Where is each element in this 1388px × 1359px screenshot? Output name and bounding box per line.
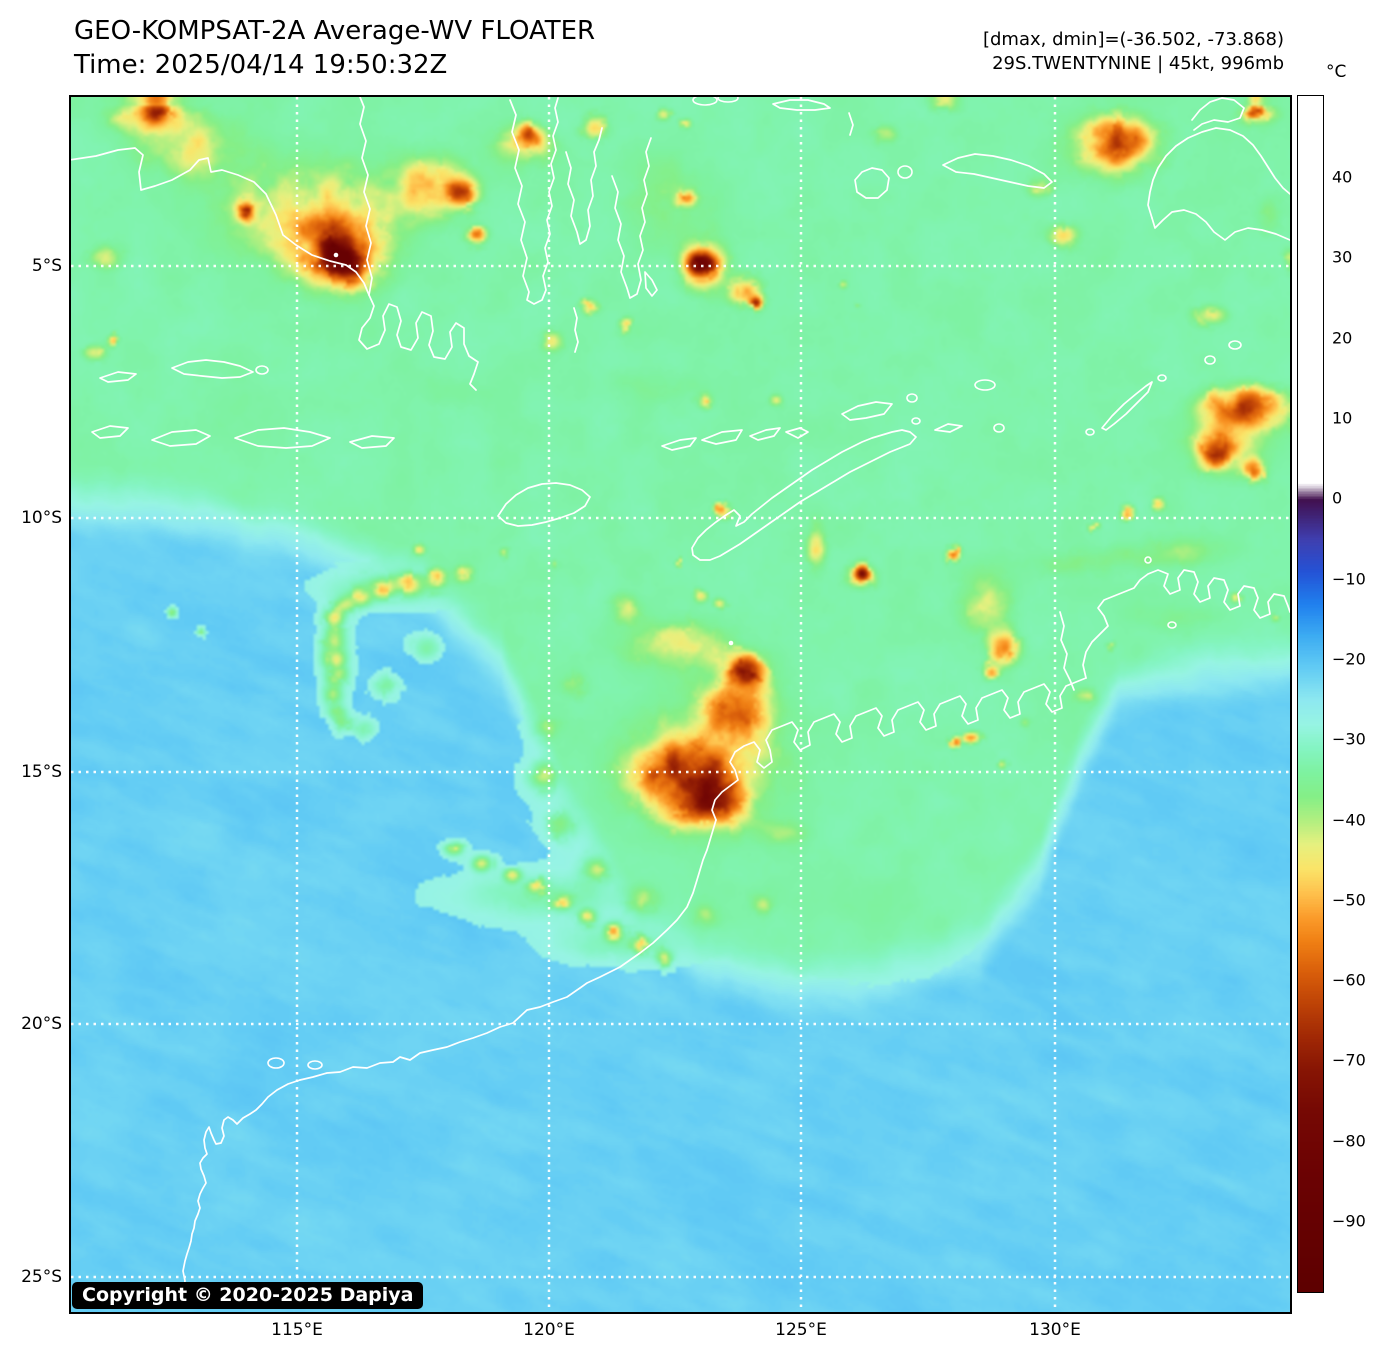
coastline: [1059, 611, 1075, 691]
coastline: [611, 137, 652, 299]
colorbar-unit-label: °C: [1326, 62, 1347, 82]
coastline: [848, 112, 854, 136]
colorbar-tick-label: −90: [1332, 1211, 1366, 1231]
islet-outline: [911, 417, 921, 425]
coastline: [854, 167, 890, 199]
coastline: [1082, 569, 1290, 679]
coastline: [1147, 127, 1290, 219]
coastline: [841, 401, 893, 421]
coastline: [661, 437, 697, 451]
colorbar-tick-label: −50: [1332, 890, 1366, 910]
coastline: [701, 429, 743, 445]
coastline: [691, 429, 917, 561]
lon-tick-label: 120°E: [523, 1320, 575, 1340]
colorbar-tick-label: −30: [1332, 729, 1366, 749]
coastline: [171, 359, 254, 379]
coastline: [509, 97, 559, 305]
storm-info: 29S.TWENTYNINE | 45kt, 996mb: [992, 53, 1284, 74]
colorbar-tick-label: −40: [1332, 810, 1366, 829]
islet-outline: [255, 365, 269, 375]
islet-outline: [974, 379, 996, 391]
lat-tick-label: 25°S: [21, 1267, 62, 1287]
islet-outline: [1144, 556, 1152, 564]
coastline: [234, 427, 331, 449]
colorbar-tick-label: −10: [1332, 569, 1366, 589]
coastline: [359, 97, 373, 296]
islet-outline: [906, 393, 918, 403]
dmax-dmin-readout: [dmax, dmin]=(-36.502, -73.868): [982, 29, 1284, 50]
islet-outline: [1228, 340, 1242, 350]
coastlines: [71, 97, 1290, 1309]
lat-tick-label: 5°S: [31, 256, 62, 276]
colorbar-tick-label: −60: [1332, 970, 1366, 990]
colorbar-tick-label: 0: [1332, 488, 1343, 508]
extrema-dot-marker: [728, 640, 734, 646]
islet-outline: [1167, 621, 1177, 629]
islet-outline: [692, 97, 718, 106]
coastline: [942, 153, 1053, 189]
coastline: [151, 429, 211, 447]
extrema-markers: [333, 252, 734, 646]
islet-outline: [897, 165, 913, 179]
lat-tick-label: 20°S: [21, 1014, 62, 1034]
islet-outline: [993, 423, 1005, 433]
lat-tick-label: 15°S: [21, 762, 62, 782]
lat-tick-label: 10°S: [21, 508, 62, 528]
water-vapor-image: [71, 97, 1290, 1312]
coastline: [565, 127, 603, 245]
colorbar-tick-label: −20: [1332, 649, 1366, 669]
coastline: [785, 427, 809, 439]
timestamp: Time: 2025/04/14 19:50:32Z: [74, 50, 448, 80]
coastline: [711, 677, 1087, 821]
colorbar-tick-label: 30: [1332, 247, 1353, 267]
coastline: [299, 819, 717, 1081]
coastline: [180, 1079, 301, 1309]
islet-outline: [717, 97, 739, 103]
islet-outline: [307, 1060, 323, 1070]
page-title: GEO-KOMPSAT-2A Average-WV FLOATER: [74, 16, 596, 46]
lon-tick-label: 125°E: [775, 1320, 827, 1340]
lon-tick-label: 115°E: [271, 1320, 323, 1340]
coastline: [1151, 209, 1290, 241]
coastline: [644, 271, 658, 297]
coastline: [1101, 381, 1153, 431]
coastline: [749, 427, 781, 441]
temperature-colorbar: [1297, 95, 1324, 1293]
map-frame: [69, 95, 1292, 1314]
coastline: [349, 435, 395, 449]
graticule-gridlines: [71, 97, 1290, 1312]
coastline: [934, 423, 963, 433]
colorbar-tick-label: −70: [1332, 1050, 1366, 1070]
islet-outline: [1157, 374, 1167, 382]
colorbar-tick-label: 20: [1332, 328, 1353, 348]
islet-outline: [1085, 428, 1095, 436]
coastline: [99, 371, 137, 383]
colorbar-tick-label: −80: [1332, 1131, 1366, 1151]
coastline: [358, 294, 479, 391]
copyright-badge: Copyright © 2020-2025 Dapiya: [72, 1282, 424, 1309]
coastline: [91, 425, 129, 439]
islet-outline: [267, 1057, 285, 1069]
coastline: [1191, 97, 1245, 131]
coastline: [772, 99, 831, 111]
coastline: [573, 307, 579, 353]
colorbar-gradient: [1298, 96, 1323, 1292]
islet-outline: [1204, 355, 1216, 365]
map-overlay: [71, 97, 1290, 1312]
lon-tick-label: 130°E: [1029, 1320, 1081, 1340]
coastline: [497, 482, 591, 527]
extrema-dot-marker: [333, 252, 339, 258]
colorbar-tick-label: 40: [1332, 167, 1353, 187]
colorbar-tick-label: 10: [1332, 408, 1353, 428]
coastline: [71, 147, 370, 296]
